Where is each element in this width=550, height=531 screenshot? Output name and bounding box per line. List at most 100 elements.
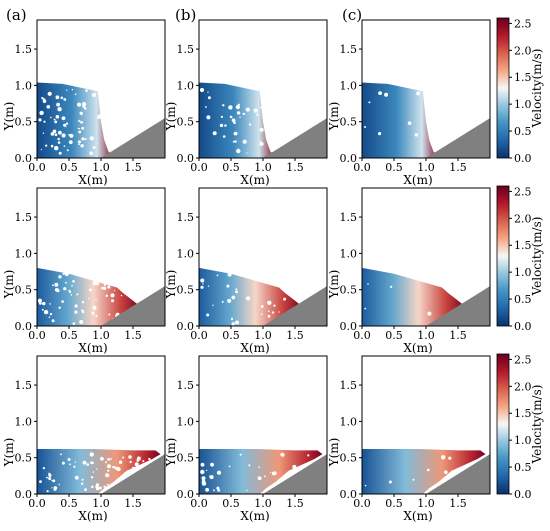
x-axis-label: X(m) (403, 509, 432, 523)
particle-void (39, 480, 42, 483)
sloped-obstacle (426, 286, 490, 326)
y-axis-label: Y(m) (327, 438, 341, 468)
particle-void (63, 145, 66, 147)
colorbar-tick-label: 2.0 (514, 44, 532, 57)
colorbar-row3: 0.0 0.5 1.0 1.5 2.0 2.5 Velocity(m/s) (496, 353, 544, 501)
particle-void (271, 311, 275, 314)
colorbar-tick-label: 1.5 (514, 239, 532, 252)
column-label-b: (b) (175, 6, 197, 24)
x-tick-label: 0.0 (28, 329, 46, 342)
colorbar-tick-label: 0.5 (514, 293, 532, 306)
particle-void (221, 300, 224, 303)
particle-void (231, 295, 236, 300)
particle-void (74, 461, 77, 463)
particle-void (205, 487, 210, 492)
particle-void (97, 114, 103, 119)
x-tick-label: 0.5 (222, 329, 240, 342)
particle-void (107, 469, 110, 472)
particle-void (78, 128, 81, 130)
particle-void (259, 127, 264, 132)
particle-void (78, 119, 81, 122)
fluid-particles-region (362, 267, 465, 326)
particle-void (110, 293, 115, 298)
y-tick-label: 0.0 (177, 152, 195, 165)
sloped-obstacle (101, 286, 165, 326)
y-tick-label: 1.0 (15, 415, 33, 428)
particle-void (205, 469, 208, 472)
particle-void (364, 484, 367, 487)
particle-void (249, 123, 252, 126)
x-tick-label: 1.5 (124, 161, 142, 174)
y-axis-label: Y(m) (2, 270, 16, 300)
particle-void (66, 149, 69, 152)
particle-void (273, 304, 276, 307)
x-tick-label: 1.5 (286, 497, 304, 510)
particle-void (388, 480, 392, 484)
particle-void (103, 485, 106, 488)
particle-void (257, 476, 262, 481)
panel-r3-c2: 0.0 0.5 1.0 1.5 0.0 0.5 1.0 1.5 X(m) Y(m) (164, 355, 328, 523)
particle-void (103, 283, 107, 286)
colorbar-tick-label: 2.5 (514, 353, 532, 366)
particle-void (61, 116, 66, 121)
particle-void (78, 140, 81, 144)
particle-void (70, 294, 73, 296)
colorbar-gradient (496, 185, 510, 327)
particle-void (80, 121, 83, 124)
particle-void (202, 283, 204, 285)
x-tick-label: 0.0 (353, 497, 371, 510)
particle-void (39, 110, 44, 116)
y-tick-label: 0.0 (340, 320, 358, 333)
particle-void (76, 293, 79, 295)
particle-void (239, 116, 241, 118)
particle-void (93, 280, 97, 285)
y-tick-label: 1.5 (177, 43, 195, 56)
y-axis-label: Y(m) (2, 438, 16, 468)
particle-void (227, 272, 232, 277)
particle-void (110, 458, 112, 460)
particle-void (216, 274, 219, 277)
particle-void (84, 107, 87, 110)
particle-void (41, 308, 44, 311)
particle-void (207, 285, 210, 287)
particle-void (58, 483, 60, 486)
particle-void (90, 461, 94, 465)
x-tick-label: 0.0 (353, 161, 371, 174)
y-tick-label: 0.5 (15, 116, 33, 129)
x-tick-label: 1.5 (286, 329, 304, 342)
particle-void (84, 488, 87, 491)
fluid-particles-region (37, 267, 140, 326)
x-tick-label: 1.0 (417, 161, 435, 174)
particle-void (63, 98, 67, 101)
particle-void (107, 285, 111, 289)
colorbar-label: Velocity(m/s) (530, 49, 544, 129)
particle-void (230, 317, 234, 321)
particle-void (71, 88, 74, 91)
colorbar-label: Velocity(m/s) (530, 385, 544, 465)
particle-void (226, 284, 230, 288)
particle-void (246, 489, 248, 492)
y-axis-label: Y(m) (164, 438, 178, 468)
y-tick-label: 1.5 (15, 211, 33, 224)
particle-void (74, 475, 79, 480)
particle-void (49, 303, 51, 305)
particle-void (42, 301, 46, 306)
particle-void (134, 462, 139, 467)
particle-void (67, 458, 71, 461)
y-tick-label: 1.5 (177, 211, 195, 224)
particle-void (260, 106, 262, 109)
particle-void (236, 111, 241, 115)
particle-void (61, 461, 65, 465)
particle-void (245, 107, 250, 112)
x-tick-label: 0.5 (385, 497, 403, 510)
particle-void (235, 290, 238, 294)
x-tick-label: 1.0 (417, 329, 435, 342)
particle-void (82, 460, 87, 465)
panel-r2-c3: 0.0 0.5 1.0 1.5 0.0 0.5 1.0 1.5 X(m) Y(m) (327, 187, 491, 355)
particle-void (148, 460, 152, 464)
particle-void (89, 452, 94, 457)
particle-void (227, 298, 232, 303)
particle-void (71, 285, 73, 287)
particle-void (453, 291, 457, 295)
particle-void (219, 123, 224, 128)
